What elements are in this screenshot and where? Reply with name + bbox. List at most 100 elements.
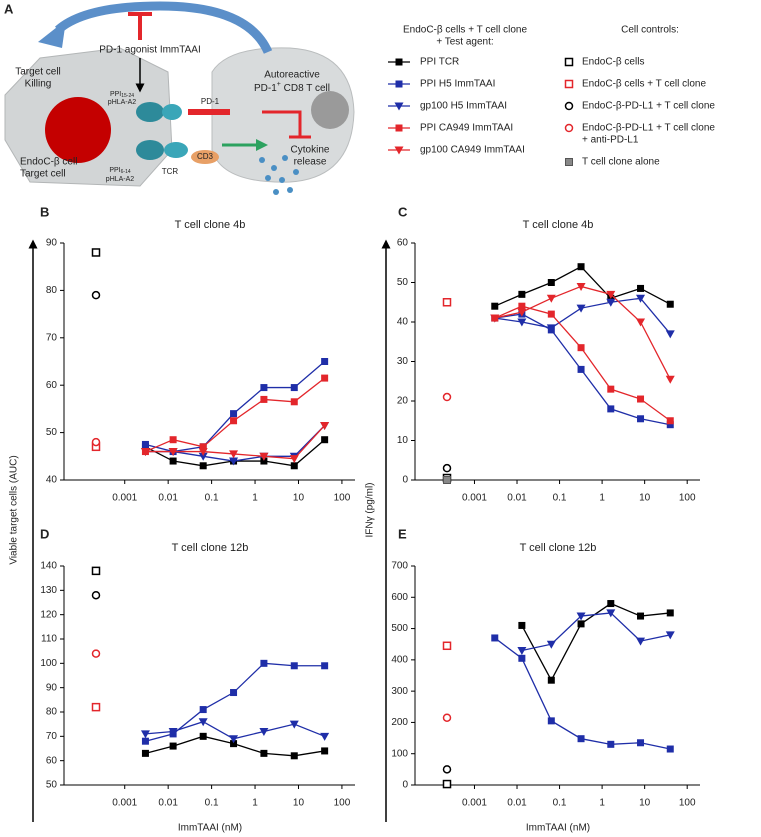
diagram-label: Cytokine: [291, 145, 330, 156]
legend-marker: [565, 158, 573, 166]
data-point: [518, 302, 526, 310]
y-tick-label: 130: [40, 585, 57, 596]
legend-marker: [564, 123, 574, 133]
data-point: [606, 298, 616, 307]
data-point: [199, 462, 207, 470]
immtaai: [162, 104, 182, 120]
data-point: [230, 740, 238, 748]
data-point: [665, 330, 675, 339]
x-tick-label: 0.01: [507, 493, 527, 504]
legend-marker: [394, 102, 404, 111]
panel-label: E: [398, 526, 407, 541]
data-point: [199, 706, 207, 714]
data-point: [637, 415, 645, 423]
x-tick-label: 100: [679, 493, 696, 504]
y-tick-label: 90: [46, 238, 58, 249]
legend-label: PPI H5 ImmTAAI: [420, 79, 495, 90]
panel-label: A: [4, 1, 14, 16]
y-tick-label: 400: [391, 654, 408, 665]
data-point: [199, 443, 207, 451]
data-point: [491, 634, 499, 642]
data-point: [289, 455, 299, 464]
data-point: [141, 749, 149, 757]
x-tick-label: 0.1: [205, 798, 219, 809]
y-tick-label: 700: [391, 561, 408, 572]
x-tick-label: 0.01: [507, 798, 527, 809]
x-axis-label: ImmTAAI (nM): [526, 823, 590, 834]
y-tick-label: 10: [397, 435, 409, 446]
y-tick-label: 50: [46, 427, 58, 438]
data-point: [547, 310, 555, 318]
data-point: [290, 462, 298, 470]
data-point: [665, 375, 675, 384]
data-point: [577, 365, 585, 373]
y-tick-label: 200: [391, 717, 408, 728]
diagram-label: PPI: [110, 91, 121, 98]
diagram-label: PD-1 agonist ImmTAAI: [99, 45, 201, 56]
data-point: [169, 457, 177, 465]
x-tick-label: 0.001: [112, 798, 137, 809]
legend-label: EndoC-β cells: [582, 57, 644, 68]
data-point: [546, 640, 556, 649]
y-tick-label: 90: [46, 682, 58, 693]
diagram-label: 6-14: [121, 169, 131, 175]
legend-marker: [395, 58, 403, 66]
diagram-label: PPI15-24: [110, 91, 134, 99]
control-point: [91, 649, 101, 658]
control-point: [443, 476, 451, 484]
legend-label: T cell clone alone: [582, 157, 660, 168]
data-point: [636, 294, 646, 303]
data-point: [230, 410, 238, 418]
data-point: [546, 324, 556, 333]
y-tick-label: 50: [397, 277, 409, 288]
data-point: [636, 318, 646, 327]
y-tick-label: 20: [397, 396, 409, 407]
data-point: [607, 600, 615, 608]
inhibit-signal: [262, 110, 302, 136]
data-point: [321, 358, 329, 365]
legend-label: EndoC-β cells + T cell clone: [582, 79, 706, 90]
diagram-label: CD3: [197, 152, 214, 161]
data-point: [229, 450, 239, 459]
data-point: [260, 659, 268, 667]
fit-line: [494, 637, 671, 750]
data-point: [518, 290, 526, 298]
data-point: [577, 263, 585, 271]
t-cell-nucleus: [311, 91, 349, 129]
legend-label: EndoC-β-PD-L1 + T cell clone: [582, 123, 715, 134]
y-tick-label: 120: [40, 609, 57, 620]
y-axis-label: IFNγ (pg/ml): [365, 483, 376, 538]
legend-title: Cell controls:: [621, 25, 679, 36]
legend-label: PPI CA949 ImmTAAI: [420, 123, 513, 134]
data-point: [230, 689, 238, 697]
y-tick-label: 140: [40, 561, 57, 572]
data-point: [320, 732, 330, 741]
panel-label: D: [40, 526, 49, 541]
data-point: [260, 384, 268, 392]
data-point: [141, 737, 149, 745]
data-point: [169, 436, 177, 444]
data-point: [321, 662, 329, 670]
y-tick-label: 110: [41, 634, 57, 645]
legend-marker: [564, 79, 574, 89]
nucleus: [45, 97, 111, 163]
x-tick-label: 100: [334, 493, 351, 504]
legend-label: + anti-PD-L1: [582, 135, 639, 146]
data-point: [320, 421, 330, 430]
y-tick-label: 60: [46, 755, 58, 766]
data-point: [168, 727, 178, 736]
chart-title: T cell clone 4b: [175, 219, 246, 231]
data-point: [140, 730, 150, 739]
y-tick-label: 40: [397, 317, 409, 328]
legend-marker: [564, 57, 574, 67]
legend-title: EndoC-β cells + T cell clone: [403, 25, 527, 36]
data-point: [547, 676, 555, 684]
y-tick-label: 300: [391, 686, 408, 697]
y-tick-label: 80: [46, 285, 58, 296]
data-point: [637, 739, 645, 747]
diagram-label: Autoreactive: [264, 70, 320, 81]
x-tick-label: 0.1: [553, 493, 567, 504]
control-point: [442, 765, 452, 774]
legend-marker: [395, 80, 403, 88]
